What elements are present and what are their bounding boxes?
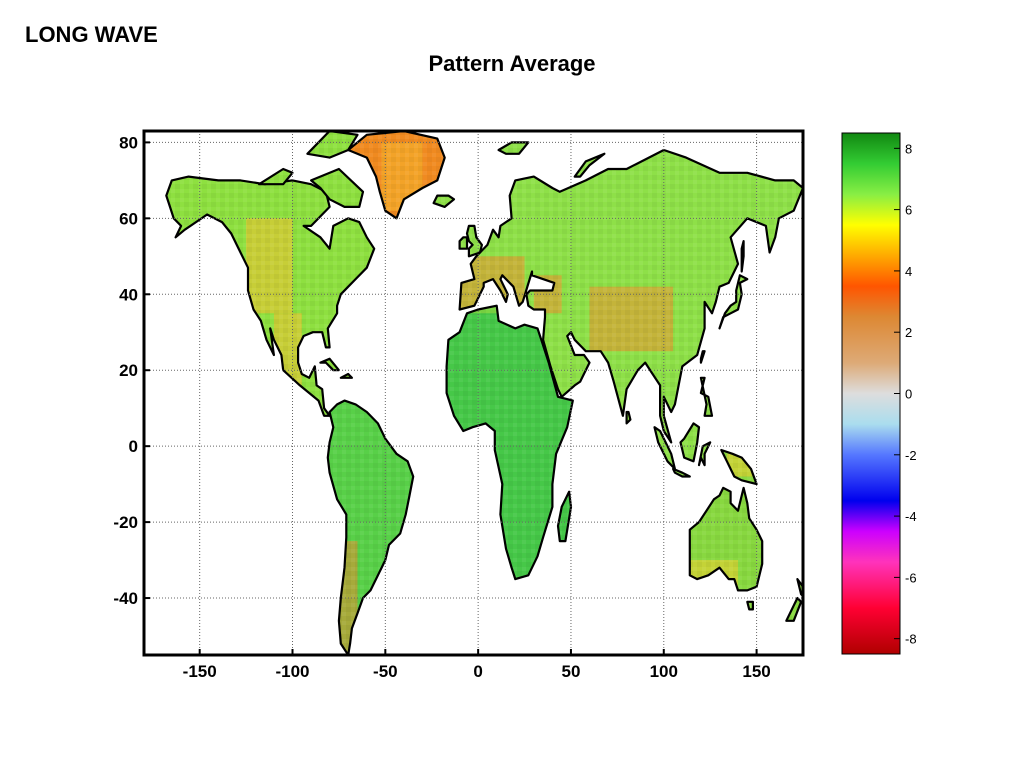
landmass-baffin bbox=[310, 167, 365, 208]
colorbar bbox=[841, 132, 901, 655]
colorbar-tick-label: -4 bbox=[905, 509, 917, 524]
corner-title: LONG WAVE bbox=[25, 22, 158, 47]
map-title-text: Pattern Average bbox=[428, 51, 596, 76]
x-tick-label: 0 bbox=[473, 662, 482, 681]
colorbar-tick-label: 6 bbox=[905, 203, 912, 218]
landmass-ireland bbox=[458, 236, 469, 250]
landmass-taiwan bbox=[699, 350, 706, 364]
landmass-ellesmere bbox=[306, 131, 359, 159]
colorbar-tick-label: -8 bbox=[905, 632, 917, 647]
x-tick-label: 100 bbox=[650, 662, 678, 681]
x-tick-label: 50 bbox=[561, 662, 580, 681]
landmass-north-america bbox=[165, 175, 376, 417]
colorbar-ticks: 8 6 4 2 0 -2 -4 -6 -8 bbox=[894, 141, 917, 647]
landmass-borneo bbox=[679, 422, 701, 463]
y-tick-label: 60 bbox=[119, 209, 138, 228]
colorbar-tick-label: 8 bbox=[905, 141, 912, 156]
x-axis: -150 -100 -50 0 50 100 150 bbox=[183, 649, 771, 681]
landmass-sri-lanka bbox=[625, 410, 632, 425]
landmass-madagascar bbox=[556, 490, 573, 543]
colorbar-tick-label: 4 bbox=[905, 264, 912, 279]
landmass-south-america bbox=[326, 399, 415, 655]
y-tick-label: 40 bbox=[119, 285, 138, 304]
x-tick-label: -50 bbox=[373, 662, 398, 681]
landmass-novaya-zemlya bbox=[573, 152, 606, 178]
map-title: Pattern Average bbox=[0, 51, 1024, 77]
y-tick-label: -20 bbox=[113, 513, 138, 532]
y-tick-label: 80 bbox=[119, 133, 138, 152]
landmass-sakhalin bbox=[740, 240, 745, 273]
colorbar-tick-label: 2 bbox=[905, 325, 912, 340]
colorbar-tick-label: -6 bbox=[905, 570, 917, 585]
landmass-greenland bbox=[347, 131, 446, 220]
y-tick-label: 0 bbox=[129, 437, 138, 456]
grid-layer bbox=[144, 131, 803, 655]
landmass-victoria-island bbox=[258, 167, 294, 186]
landmass-svalbard bbox=[497, 141, 530, 155]
landmass-new-zealand bbox=[785, 596, 803, 622]
landmass-tasmania bbox=[746, 600, 755, 611]
landmass-hispaniola bbox=[339, 372, 353, 379]
x-tick-label: -100 bbox=[275, 662, 309, 681]
landmass-java bbox=[671, 467, 691, 478]
y-tick-label: 20 bbox=[119, 361, 138, 380]
plot-frame bbox=[142, 129, 805, 657]
landmass-japan bbox=[718, 274, 749, 330]
x-tick-label: 150 bbox=[742, 662, 770, 681]
y-axis: 80 60 40 20 0 -20 -40 bbox=[113, 133, 150, 608]
x-tick-label: -150 bbox=[183, 662, 217, 681]
colorbar-tick-label: 0 bbox=[905, 387, 912, 402]
landmass-iceland bbox=[432, 194, 456, 208]
y-tick-label: -40 bbox=[113, 589, 138, 608]
colorbar-tick-label: -2 bbox=[905, 448, 917, 463]
landmass-philippines bbox=[699, 376, 714, 417]
